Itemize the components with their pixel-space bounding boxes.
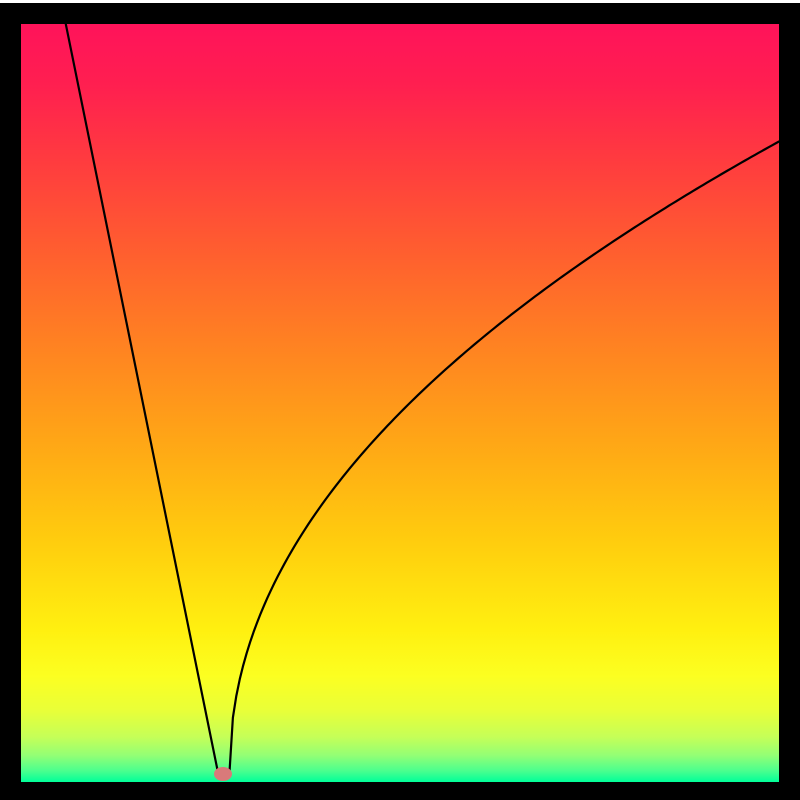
chart-container: TheBottleneck.com [0,0,800,800]
frame-bottom [0,782,800,800]
frame-right [779,3,800,800]
plot-area [21,24,779,782]
curve-path [63,9,779,773]
bottleneck-curve [21,24,779,782]
frame-left [0,3,21,800]
optimum-marker [214,767,232,781]
frame-top [0,3,800,24]
